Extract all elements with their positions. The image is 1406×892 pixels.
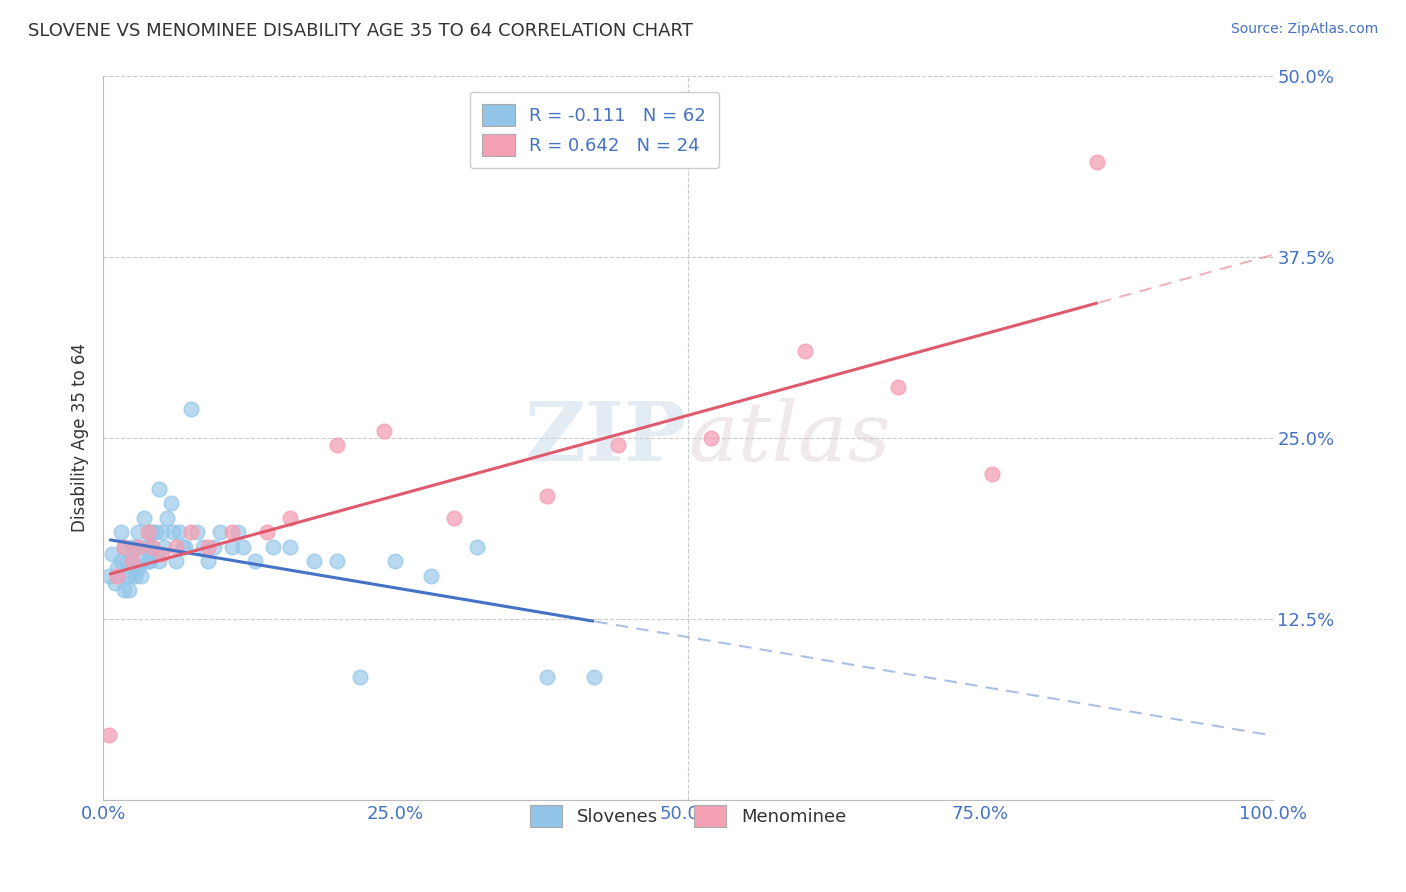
Point (221, 525, 243, 540)
Point (232, 540, 254, 554)
Point (105, 561, 128, 575)
Point (121, 554, 143, 568)
Point (180, 525, 202, 540)
Point (148, 554, 170, 568)
Point (278, 540, 301, 554)
Point (141, 525, 163, 540)
Point (465, 540, 488, 554)
Point (162, 525, 184, 540)
Text: atlas: atlas (688, 398, 890, 478)
Point (112, 582, 135, 597)
Point (141, 540, 163, 554)
Point (118, 568, 141, 582)
Point (583, 670, 606, 684)
Point (145, 525, 167, 540)
Point (326, 438, 349, 452)
Point (373, 424, 395, 438)
Point (384, 554, 406, 568)
Point (124, 568, 146, 582)
Point (700, 431, 723, 445)
Point (1085, 155, 1108, 169)
Point (221, 540, 243, 554)
Point (118, 582, 141, 597)
Point (115, 568, 138, 582)
Point (105, 568, 128, 582)
Point (191, 540, 214, 554)
Point (186, 525, 208, 540)
Point (110, 554, 132, 568)
Point (165, 540, 187, 554)
Point (793, 343, 815, 358)
Point (104, 575, 127, 590)
Point (127, 540, 149, 554)
Text: ZIP: ZIP (526, 398, 688, 478)
Point (536, 670, 558, 684)
Text: SLOVENE VS MENOMINEE DISABILITY AGE 35 TO 64 CORRELATION CHART: SLOVENE VS MENOMINEE DISABILITY AGE 35 T… (28, 22, 693, 40)
Point (127, 525, 149, 540)
Point (262, 540, 284, 554)
Point (136, 540, 159, 554)
Point (129, 554, 152, 568)
Point (110, 525, 132, 540)
Point (165, 554, 187, 568)
Point (156, 510, 179, 524)
Point (174, 540, 197, 554)
Point (98, 568, 121, 582)
Point (197, 554, 219, 568)
Point (112, 540, 135, 554)
Point (887, 380, 910, 394)
Point (115, 554, 138, 568)
Point (202, 540, 225, 554)
Point (980, 467, 1002, 482)
Point (536, 489, 558, 503)
Point (349, 670, 371, 684)
Point (326, 554, 349, 568)
Point (209, 525, 232, 540)
Point (129, 568, 152, 582)
Point (121, 540, 143, 554)
Legend: Slovenes, Menominee: Slovenes, Menominee (523, 798, 853, 835)
Point (139, 525, 162, 540)
Y-axis label: Disability Age 35 to 64: Disability Age 35 to 64 (72, 343, 89, 533)
Point (160, 496, 183, 510)
Point (226, 525, 249, 540)
Point (141, 540, 163, 554)
Point (112, 540, 135, 554)
Point (127, 561, 149, 575)
Point (153, 540, 176, 554)
Point (243, 554, 266, 568)
Point (139, 554, 162, 568)
Point (132, 510, 155, 524)
Point (125, 540, 148, 554)
Point (172, 540, 194, 554)
Point (419, 568, 441, 582)
Point (302, 554, 325, 568)
Point (136, 525, 159, 540)
Point (148, 482, 170, 496)
Point (150, 525, 173, 540)
Point (136, 554, 159, 568)
Point (150, 547, 173, 561)
Text: Source: ZipAtlas.com: Source: ZipAtlas.com (1230, 22, 1378, 37)
Point (101, 547, 124, 561)
Point (180, 401, 202, 416)
Point (197, 540, 219, 554)
Point (98, 728, 121, 742)
Point (606, 438, 628, 452)
Point (132, 540, 155, 554)
Point (121, 554, 143, 568)
Point (443, 510, 465, 524)
Point (124, 561, 146, 575)
Point (278, 510, 301, 524)
Point (167, 525, 190, 540)
Point (256, 525, 278, 540)
Point (145, 547, 167, 561)
